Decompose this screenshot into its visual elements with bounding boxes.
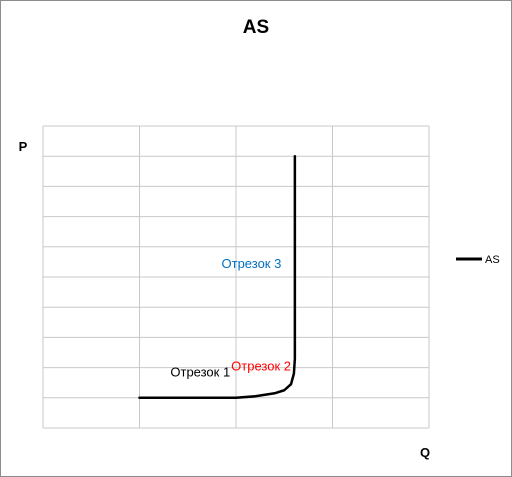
y-axis-label: P — [19, 139, 28, 154]
legend: AS — [456, 254, 500, 266]
segment-label-1: Отрезок 1 — [170, 365, 230, 380]
legend-label: AS — [485, 254, 500, 266]
x-axis-label: Q — [420, 445, 430, 460]
chart-title: AS — [243, 17, 269, 38]
segment-label-2: Отрезок 2 — [231, 359, 291, 374]
plot-area: Отрезок 1 Отрезок 2 Отрезок 3 — [42, 125, 430, 429]
as-curve — [138, 154, 297, 400]
segment-label-3: Отрезок 3 — [222, 256, 282, 271]
